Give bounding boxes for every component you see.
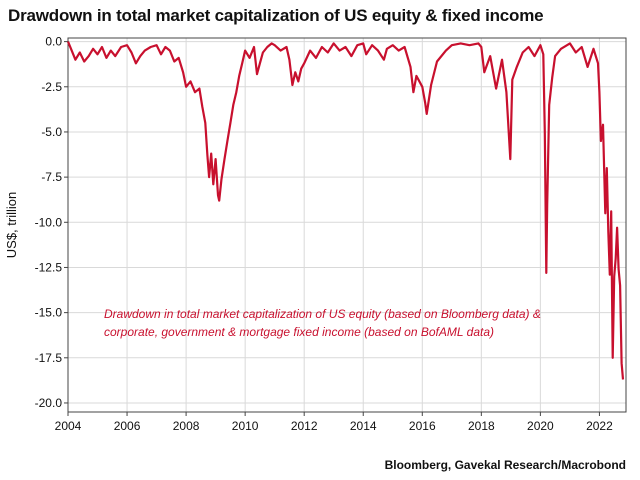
y-tick-label: -17.5: [35, 351, 63, 365]
grid-lines: [67, 38, 626, 412]
x-tick-label: 2004: [55, 419, 82, 433]
y-tick-label: -20.0: [35, 396, 63, 410]
y-tick-label: -12.5: [35, 260, 63, 274]
source-note: Bloomberg, Gavekal Research/Macrobond: [384, 458, 626, 472]
y-tick-label: -2.5: [41, 80, 62, 94]
x-tick-label: 2016: [409, 419, 436, 433]
plot-frame: [67, 37, 627, 413]
annotation-line-2: corporate, government & mortgage fixed i…: [104, 325, 494, 339]
y-tick-label: -7.5: [41, 170, 62, 184]
x-tick-label: 2022: [586, 419, 613, 433]
x-tick-label: 2020: [527, 419, 554, 433]
annotation-line-1: Drawdown in total market capitalization …: [104, 307, 541, 321]
y-tick-label: -15.0: [35, 306, 63, 320]
x-tick-label: 2006: [114, 419, 141, 433]
x-tick-label: 2012: [291, 419, 318, 433]
x-axis: 2004 2006 2008 2010 2012 2014 2016 2018 2020 2022: [55, 412, 613, 433]
y-axis-label: US$, trillion: [4, 192, 19, 258]
annotation: Drawdown in total market capitalization …: [104, 307, 541, 339]
y-tick-label: 0.0: [45, 35, 62, 49]
y-tick-label: -5.0: [41, 125, 62, 139]
y-tick-label: -10.0: [35, 215, 63, 229]
x-tick-label: 2008: [173, 419, 200, 433]
drawdown-series-line: [66, 41, 625, 380]
chart-title: Drawdown in total market capitalization …: [8, 6, 544, 25]
x-tick-label: 2018: [468, 419, 495, 433]
x-tick-label: 2014: [350, 419, 377, 433]
y-axis: 0.0 -2.5 -5.0 -7.5 -10.0 -12.5 -15.0 -17.5 -20.0: [35, 35, 68, 410]
x-tick-label: 2010: [232, 419, 259, 433]
